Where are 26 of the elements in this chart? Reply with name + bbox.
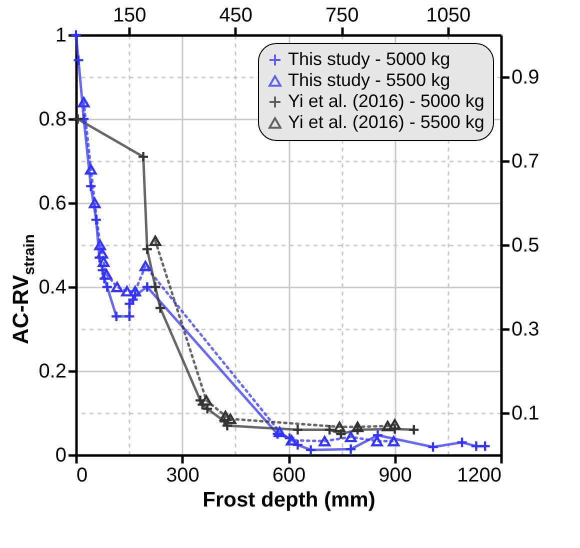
y-tick-label: 0.4 xyxy=(38,276,66,298)
y-tick-label: 0.6 xyxy=(38,192,66,214)
y-axis-title: AC-RVstrain xyxy=(8,234,38,344)
x-tick-label: 600 xyxy=(272,464,306,486)
y-tick-label: 0.8 xyxy=(38,108,66,130)
x-axis-title: Frost depth (mm) xyxy=(202,488,376,512)
y-tick-label: 1 xyxy=(55,24,66,46)
legend-label: This study - 5500 kg xyxy=(288,70,450,90)
y2-tick-label: 0.9 xyxy=(512,66,540,88)
y2-tick-label: 0.5 xyxy=(512,234,540,256)
x2-tick-label: 450 xyxy=(219,4,253,26)
x2-tick-label: 150 xyxy=(112,4,146,26)
legend-label: This study - 5000 kg xyxy=(288,49,450,69)
x2-tick-label: 750 xyxy=(325,4,359,26)
legend-label: Yi et al. (2016) - 5000 kg xyxy=(288,91,484,111)
x-tick-label: 300 xyxy=(166,464,200,486)
y2-tick-label: 0.3 xyxy=(512,318,540,340)
x-tick-label: 900 xyxy=(378,464,412,486)
y-tick-label: 0 xyxy=(55,444,66,466)
x-tick-label: 0 xyxy=(76,464,88,486)
legend-label: Yi et al. (2016) - 5500 kg xyxy=(288,112,484,132)
y2-tick-label: 0.1 xyxy=(512,402,540,424)
x2-tick-label: 1050 xyxy=(426,4,471,26)
y2-tick-label: 0.7 xyxy=(512,150,540,172)
x-tick-label: 1200 xyxy=(457,464,502,486)
y-tick-label: 0.2 xyxy=(38,360,66,382)
